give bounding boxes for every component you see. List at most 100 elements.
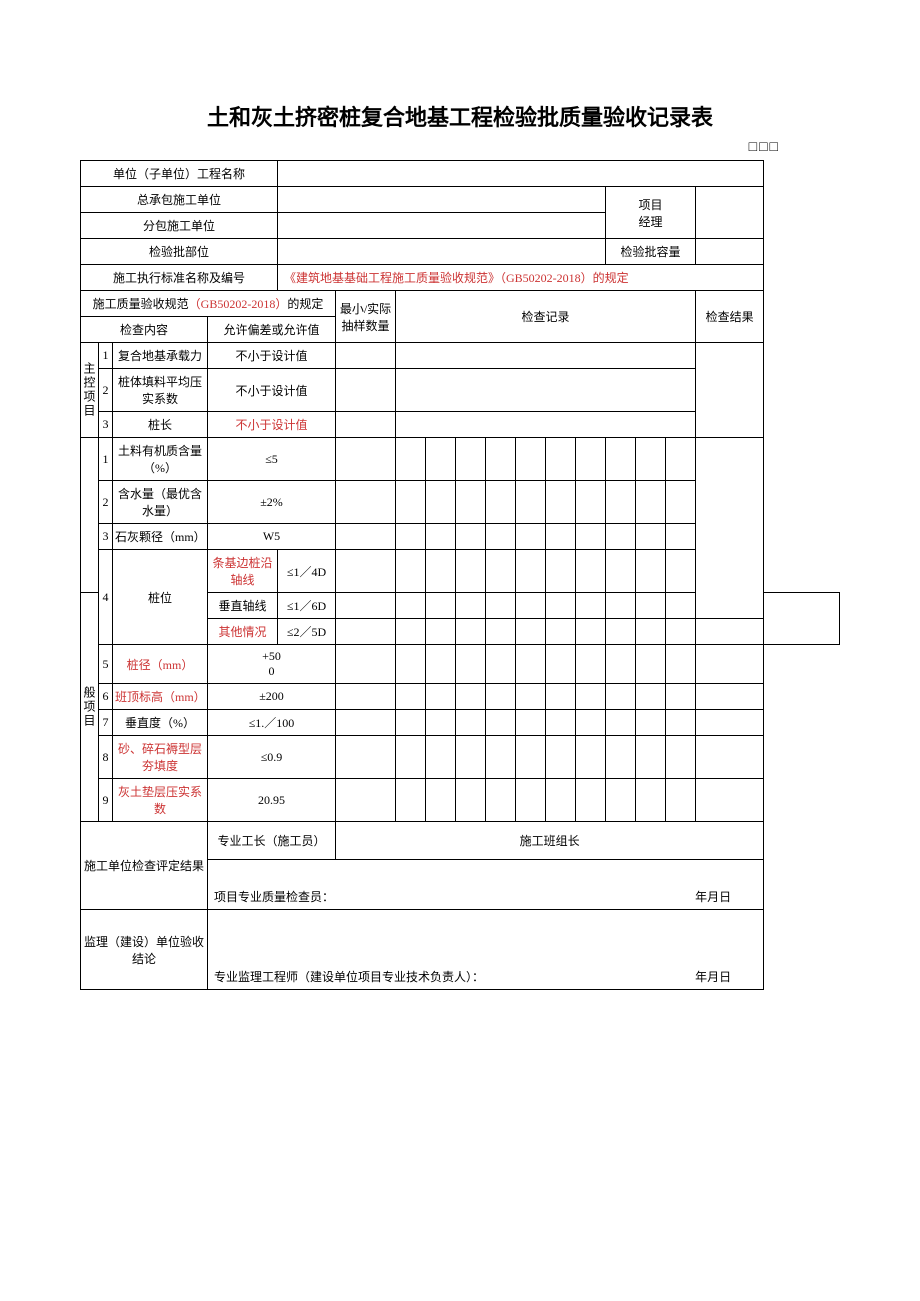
standard-value: 《建筑地基基础工程施工质量验收规范》（GB50202-2018）的规定	[278, 265, 764, 291]
batch-capacity-label: 检验批容量	[606, 239, 696, 265]
pile-pos-name: 桩位	[113, 550, 208, 645]
main-item-1-tol: 不小于设计值	[208, 343, 336, 369]
main-item-2-tol: 不小于设计值	[208, 369, 336, 412]
gen-item-1: 1 土料有机质含量（%） ≤5	[81, 438, 840, 481]
gen-item-6-no: 6	[99, 684, 113, 710]
cell	[486, 779, 516, 822]
cell	[576, 645, 606, 684]
unit-name-value	[278, 161, 764, 187]
gen-item-8-name: 砂、碎石褥型层夯填度	[113, 736, 208, 779]
cell	[456, 593, 486, 619]
cell	[606, 438, 636, 481]
cell	[666, 524, 696, 550]
subcontractor-value	[278, 213, 606, 239]
header-row-unit: 单位（子单位）工程名称	[81, 161, 840, 187]
pile-pos-sub-1-tol: ≤1／4D	[278, 550, 336, 593]
cell	[486, 645, 516, 684]
cell	[486, 710, 516, 736]
cell	[636, 779, 666, 822]
batch-position-label: 检验批部位	[81, 239, 278, 265]
cell	[576, 736, 606, 779]
cell	[576, 619, 606, 645]
gen-item-8-no: 8	[99, 736, 113, 779]
gen-item-7: 7 垂直度（%） ≤1.／100	[81, 710, 840, 736]
column-header-spec: 施工质量验收规范（GB50202-2018）的规定 最小/实际抽样数量 检查记录…	[81, 291, 840, 317]
main-item-1-name: 复合地基承载力	[113, 343, 208, 369]
cell	[336, 343, 396, 369]
cell	[576, 550, 606, 593]
cell	[396, 779, 426, 822]
pile-pos-sub-2-tol: ≤1／6D	[278, 593, 336, 619]
cell	[336, 736, 396, 779]
cell	[456, 684, 486, 710]
cell	[546, 481, 576, 524]
gen-item-1-tol: ≤5	[208, 438, 336, 481]
gen-item-3-no: 3	[99, 524, 113, 550]
cell	[636, 645, 666, 684]
cell	[486, 481, 516, 524]
cell	[546, 524, 576, 550]
cell	[546, 710, 576, 736]
cell	[396, 710, 426, 736]
cell	[336, 550, 396, 593]
cell	[636, 481, 666, 524]
cell	[576, 684, 606, 710]
gen-item-3-tol: W5	[208, 524, 336, 550]
cell	[666, 481, 696, 524]
checkbox-row: □□□	[80, 140, 840, 156]
gen-item-3-name: 石灰颗径（mm）	[113, 524, 208, 550]
cell	[456, 524, 486, 550]
cell	[336, 369, 396, 412]
cell	[426, 550, 456, 593]
cell	[666, 710, 696, 736]
supervision-row: 监理（建设）单位验收结论 专业监理工程师（建设单位项目专业技术负责人）： 年月日	[81, 910, 840, 990]
cell	[516, 645, 546, 684]
main-item-2-name: 桩体填料平均压实系数	[113, 369, 208, 412]
gen-item-9-tol: 20.95	[208, 779, 336, 822]
supervisor-cell: 专业监理工程师（建设单位项目专业技术负责人）： 年月日	[208, 910, 764, 990]
cell	[516, 779, 546, 822]
cell	[486, 619, 516, 645]
main-item-1: 主控项目 1 复合地基承载力 不小于设计值	[81, 343, 840, 369]
cell	[666, 645, 696, 684]
cell	[696, 710, 764, 736]
cell	[336, 412, 396, 438]
gen-item-1-no: 1	[99, 438, 113, 481]
cell	[456, 438, 486, 481]
cell	[606, 684, 636, 710]
cell	[636, 593, 666, 619]
main-item-2-no: 2	[99, 369, 113, 412]
cell	[396, 524, 426, 550]
cell	[606, 481, 636, 524]
cell	[486, 438, 516, 481]
gen-item-5: 5 桩径（mm） +500	[81, 645, 840, 684]
cell	[576, 481, 606, 524]
gen-item-9-name: 灰土垫层压实系数	[113, 779, 208, 822]
pile-pos-sub-1-label: 条基边桩沿轴线	[208, 550, 278, 593]
cell	[336, 645, 396, 684]
tolerance-label: 允许偏差或允许值	[208, 317, 336, 343]
cell	[426, 481, 456, 524]
gen-item-6-tol: ±200	[208, 684, 336, 710]
gen-item-1-name: 土料有机质含量（%）	[113, 438, 208, 481]
cell	[486, 524, 516, 550]
main-item-3-name: 桩长	[113, 412, 208, 438]
pile-pos-no: 4	[99, 550, 113, 645]
cell	[336, 684, 396, 710]
cell	[666, 550, 696, 593]
main-control-group-label: 主控项目	[81, 343, 99, 438]
cell	[426, 593, 456, 619]
pile-pos-sub-3-label: 其他情况	[208, 619, 278, 645]
cell	[516, 710, 546, 736]
cell	[666, 779, 696, 822]
cell	[456, 710, 486, 736]
cell	[606, 645, 636, 684]
cell	[486, 684, 516, 710]
gen-item-7-no: 7	[99, 710, 113, 736]
cell	[546, 438, 576, 481]
cell	[336, 524, 396, 550]
cell	[516, 593, 546, 619]
cell	[426, 779, 456, 822]
foreman-label: 专业工长（施工员）	[208, 822, 336, 860]
cell	[696, 779, 764, 822]
